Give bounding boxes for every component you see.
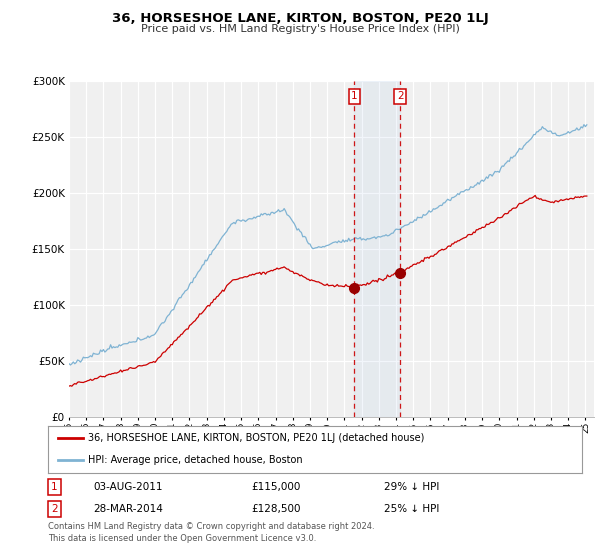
Text: 03-AUG-2011: 03-AUG-2011 <box>94 482 163 492</box>
Text: 36, HORSESHOE LANE, KIRTON, BOSTON, PE20 1LJ: 36, HORSESHOE LANE, KIRTON, BOSTON, PE20… <box>112 12 488 25</box>
Text: 25% ↓ HPI: 25% ↓ HPI <box>385 504 440 514</box>
Text: 28-MAR-2014: 28-MAR-2014 <box>94 504 163 514</box>
Text: £115,000: £115,000 <box>251 482 300 492</box>
Text: Price paid vs. HM Land Registry's House Price Index (HPI): Price paid vs. HM Land Registry's House … <box>140 24 460 34</box>
Text: Contains HM Land Registry data © Crown copyright and database right 2024.
This d: Contains HM Land Registry data © Crown c… <box>48 522 374 543</box>
Text: 29% ↓ HPI: 29% ↓ HPI <box>385 482 440 492</box>
Text: £128,500: £128,500 <box>251 504 301 514</box>
Bar <box>355 81 400 417</box>
Text: 2: 2 <box>397 91 403 101</box>
Text: 1: 1 <box>351 91 358 101</box>
Text: 36, HORSESHOE LANE, KIRTON, BOSTON, PE20 1LJ (detached house): 36, HORSESHOE LANE, KIRTON, BOSTON, PE20… <box>88 433 424 444</box>
Text: HPI: Average price, detached house, Boston: HPI: Average price, detached house, Bost… <box>88 455 302 465</box>
Text: 1: 1 <box>51 482 58 492</box>
Text: 2: 2 <box>51 504 58 514</box>
